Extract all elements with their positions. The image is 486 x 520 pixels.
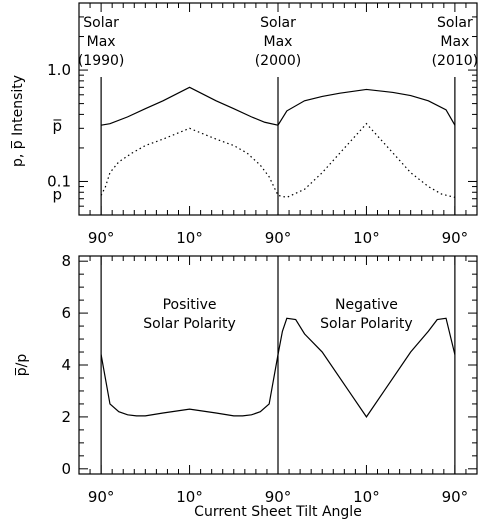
x-tick-label: 90° xyxy=(265,229,292,247)
y-tick-label: 1.0 xyxy=(47,61,71,79)
y-tick-label: 4 xyxy=(61,356,71,374)
annotation-line: Solar xyxy=(260,15,296,31)
x-tick-label: 90° xyxy=(88,488,115,506)
x-tick-label: 90° xyxy=(442,488,469,506)
series-label-pbar: p̅ xyxy=(52,117,62,135)
y-tick-label: 0 xyxy=(61,460,71,478)
annotation-line: Max xyxy=(440,34,469,50)
annotation-line: Max xyxy=(264,34,293,50)
annotation-line: Positive xyxy=(163,297,217,313)
annotation-line: Solar xyxy=(83,15,119,31)
y-tick-label: 2 xyxy=(61,408,71,426)
y-tick-label: 8 xyxy=(61,252,71,270)
y-axis-label: p, p̅ Intensity xyxy=(10,75,26,167)
x-tick-label: 10° xyxy=(353,229,380,247)
y-tick-label: 6 xyxy=(61,304,71,322)
y-axis-label: p̅/p xyxy=(14,354,30,377)
series-label-p: p xyxy=(52,185,62,203)
annotation-line: Solar Polarity xyxy=(143,316,236,332)
annotation-line: Negative xyxy=(335,297,398,313)
intensity-panel: 90° 10° 90° 10° 90°0.11.0SolarMax(1990)Solar… xyxy=(10,3,478,247)
x-tick-label: 90° xyxy=(88,229,115,247)
annotation-line: Solar Polarity xyxy=(320,316,413,332)
x-axis-label: Current Sheet Tilt Angle xyxy=(194,504,362,520)
annotation-line: (1990) xyxy=(78,53,125,69)
annotation-line: Solar xyxy=(437,15,473,31)
annotation-line: (2010) xyxy=(432,53,479,69)
x-tick-label: 10° xyxy=(176,229,203,247)
annotation-line: Max xyxy=(87,34,116,50)
x-tick-label: 90° xyxy=(442,229,469,247)
annotation-line: (2000) xyxy=(255,53,302,69)
